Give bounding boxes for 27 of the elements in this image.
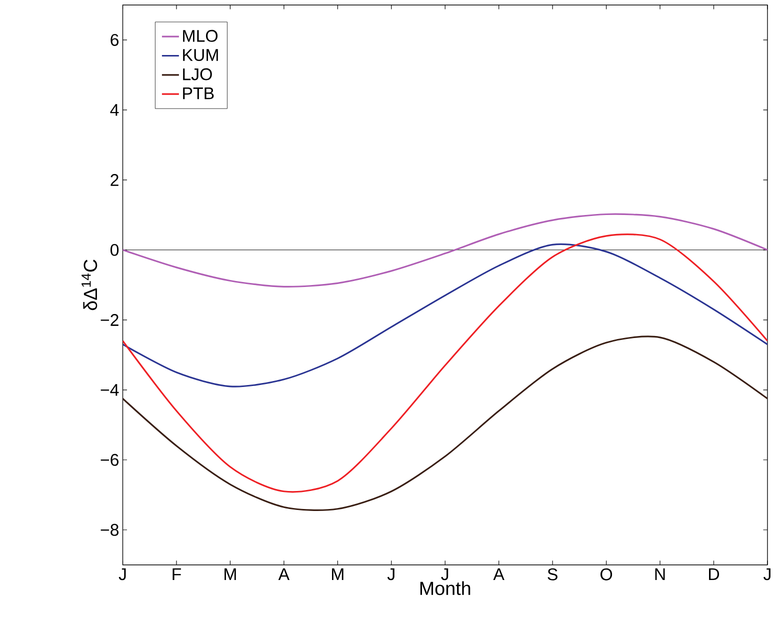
y-axis-title: δΔ$^{14}$C [82, 260, 98, 310]
x-tick-label: O [600, 568, 612, 580]
y-tick-label: −6 [100, 454, 118, 466]
x-tick-label: A [493, 568, 504, 580]
x-tick-label: A [278, 568, 290, 580]
x-tick-label: J [387, 568, 394, 580]
y-tick-label: 0 [110, 244, 119, 256]
y-tick-label: −8 [100, 524, 119, 536]
legend-label: LJO [183, 68, 212, 80]
x-tick-label: S [548, 568, 558, 580]
x-tick-label: N [655, 568, 665, 580]
x-axis-title: Month [420, 581, 470, 596]
y-tick-label: 4 [110, 104, 119, 116]
legend-label: PTB [183, 88, 214, 100]
y-tick-label: −2 [100, 314, 118, 326]
x-tick-label: J [118, 568, 126, 580]
y-tick-label: 6 [110, 34, 118, 46]
x-tick-label: D [709, 568, 720, 580]
legend-label: MLO [183, 30, 218, 42]
legend-label: KUM [183, 49, 218, 62]
x-tick-label: J [441, 568, 448, 580]
x-tick-label: M [332, 568, 344, 580]
y-tick-label: 2 [110, 174, 118, 186]
x-tick-label: M [224, 568, 236, 580]
x-tick-label: F [172, 568, 181, 580]
y-tick-label: −4 [100, 384, 119, 396]
x-tick-label: J [764, 568, 770, 580]
